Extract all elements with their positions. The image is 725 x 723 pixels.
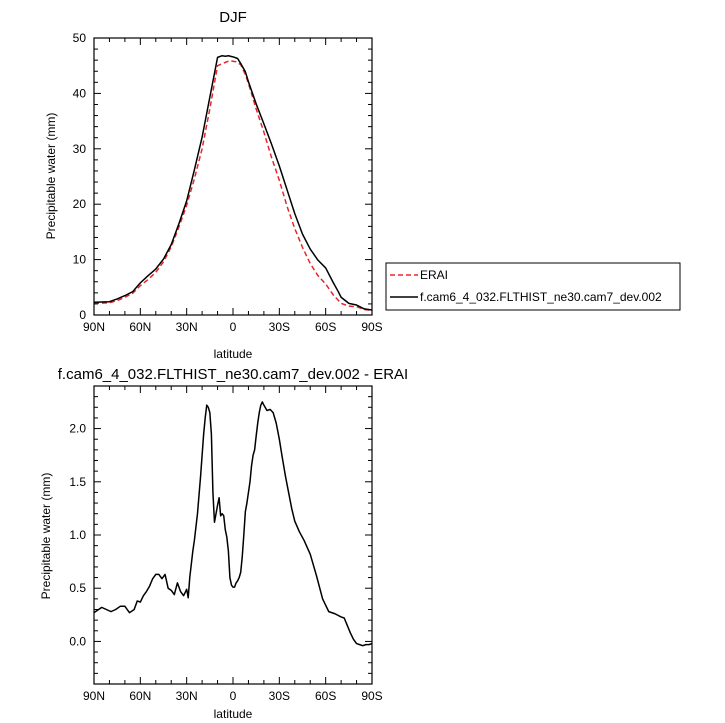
bottom-plot-area: 90N 60N 30N 0 30S 60S 90S 0.0 0.5 1.0 1.5 2.0 bbox=[69, 385, 383, 703]
bottom-x-tick-label: 30S bbox=[269, 689, 290, 703]
top-plot-area: 90N 60N 30N 0 30S 60S 90S 0 10 20 30 40 50 bbox=[73, 31, 383, 334]
legend-label-erai: ERAI bbox=[420, 268, 448, 282]
legend: ERAI f.cam6_4_032.FLTHIST_ne30.cam7_dev.… bbox=[385, 262, 681, 311]
bottom-series-line-0 bbox=[94, 401, 372, 647]
bottom-x-tick-label: 90S bbox=[361, 689, 382, 703]
bottom-y-tick-label: 1.5 bbox=[69, 475, 86, 489]
top-x-tick-label: 30N bbox=[176, 320, 198, 334]
bottom-y-axis-title: Precipitable water (mm) bbox=[39, 473, 53, 600]
top-x-tick-label: 60S bbox=[315, 320, 336, 334]
top-y-tick-label: 20 bbox=[73, 197, 87, 211]
bottom-x-tick-label: 90N bbox=[83, 689, 105, 703]
top-panel-title: DJF bbox=[219, 9, 247, 26]
bottom-y-tick-label: 1.0 bbox=[69, 528, 86, 542]
bottom-axis-frame bbox=[93, 385, 373, 685]
legend-box bbox=[385, 262, 681, 311]
top-x-tick-label: 0 bbox=[230, 320, 237, 334]
top-x-axis-title: latitude bbox=[214, 347, 253, 361]
bottom-x-axis-title: latitude bbox=[214, 707, 253, 721]
bottom-panel: f.cam6_4_032.FLTHIST_ne30.cam7_dev.002 -… bbox=[39, 366, 408, 721]
legend-label-model: f.cam6_4_032.FLTHIST_ne30.cam7_dev.002 bbox=[420, 290, 662, 304]
top-x-tick-label: 60N bbox=[129, 320, 151, 334]
top-y-tick-label: 50 bbox=[73, 31, 87, 45]
bottom-y-tick-label: 0.0 bbox=[69, 634, 86, 648]
top-y-tick-label: 10 bbox=[73, 253, 87, 267]
bottom-x-tick-label: 60N bbox=[129, 689, 151, 703]
bottom-x-tick-label: 60S bbox=[315, 689, 336, 703]
top-y-tick-label: 0 bbox=[79, 308, 86, 322]
top-x-tick-label: 90S bbox=[361, 320, 382, 334]
top-x-tick-label: 30S bbox=[269, 320, 290, 334]
top-panel: DJF 90N 60N 30N 0 30S 60S 90S 0 10 20 30 40 50 latit… bbox=[44, 9, 383, 361]
bottom-x-tick-label: 30N bbox=[176, 689, 198, 703]
top-y-tick-label: 40 bbox=[73, 86, 87, 100]
bottom-y-tick-label: 2.0 bbox=[69, 422, 86, 436]
top-y-axis-title: Precipitable water (mm) bbox=[44, 113, 58, 240]
bottom-panel-title: f.cam6_4_032.FLTHIST_ne30.cam7_dev.002 -… bbox=[58, 366, 408, 383]
bottom-x-tick-label: 0 bbox=[230, 689, 237, 703]
bottom-y-tick-label: 0.5 bbox=[69, 581, 86, 595]
top-series-line-0 bbox=[94, 59, 372, 312]
top-axis-frame bbox=[93, 37, 373, 316]
top-x-tick-label: 90N bbox=[83, 320, 105, 334]
top-y-tick-label: 30 bbox=[73, 142, 87, 156]
top-series-line-1 bbox=[94, 54, 372, 311]
